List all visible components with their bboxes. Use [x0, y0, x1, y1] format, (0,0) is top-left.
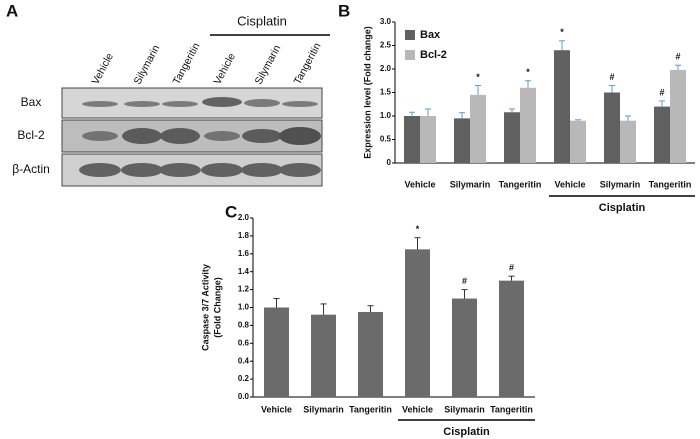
- y-tick-label: 2.0: [238, 213, 250, 222]
- bar: [452, 298, 477, 397]
- legend-swatch: [405, 30, 415, 40]
- x-tick-label: Silymarin: [303, 404, 344, 414]
- y-tick-label: 1.4: [238, 267, 250, 276]
- bar: [311, 314, 336, 397]
- bar: [358, 311, 383, 397]
- bands: [79, 97, 321, 177]
- group-label: Cisplatin: [237, 13, 287, 28]
- y-tick-label: 3.0: [380, 17, 392, 26]
- y-axis-label: (Fold Change): [212, 277, 222, 338]
- annotation: #: [675, 52, 680, 62]
- y-tick-label: 0.4: [238, 356, 250, 365]
- bar: [554, 50, 570, 164]
- panel-label: B: [338, 1, 350, 20]
- group-label: Cisplatin: [599, 202, 646, 214]
- bar: [520, 87, 536, 163]
- annotation: *: [526, 67, 530, 77]
- annotation: #: [609, 72, 614, 82]
- blot-panel: A Cisplatin: [6, 1, 330, 187]
- y-tick-label: 0.2: [238, 374, 250, 383]
- y-tick-label: 2.0: [380, 64, 392, 73]
- annotation: #: [659, 87, 664, 97]
- y-tick-label: 0.8: [238, 321, 250, 330]
- legend-swatch: [405, 50, 415, 60]
- annotation: *: [560, 27, 564, 37]
- bar: [670, 69, 686, 163]
- x-tick-label: Vehicle: [554, 179, 585, 189]
- y-tick-label: 1.0: [380, 111, 392, 120]
- annotation: *: [476, 72, 480, 82]
- legend-label: Bcl-2: [420, 49, 447, 61]
- y-tick-label: 1.8: [238, 231, 250, 240]
- bar: [654, 106, 670, 163]
- y-tick-label: 0: [387, 158, 392, 167]
- lane-label: Vehicle: [90, 51, 117, 87]
- y-tick-label: 1.2: [238, 285, 250, 294]
- bar: [499, 280, 524, 397]
- x-tick-label: Tangeritin: [490, 404, 533, 414]
- group-label: Cisplatin: [443, 426, 490, 438]
- y-axis-label: Caspase 3/7 Activity: [200, 264, 210, 351]
- x-tick-label: Silymarin: [444, 404, 485, 414]
- bar: [420, 116, 436, 163]
- panel-label: C: [225, 202, 237, 221]
- bar: [504, 112, 520, 163]
- x-tick-label: Tangeritin: [649, 179, 692, 189]
- x-tick-label: Vehicle: [402, 404, 433, 414]
- y-tick-label: 1.6: [238, 249, 250, 258]
- y-tick-label: 0.0: [238, 392, 250, 401]
- lane-label: Vehicle: [212, 51, 239, 87]
- row-label: β-Actin: [12, 162, 50, 176]
- bar: [470, 94, 486, 163]
- x-tick-label: Tangeritin: [499, 179, 542, 189]
- row-label: Bcl-2: [17, 128, 45, 142]
- annotation: #: [509, 263, 514, 273]
- y-axis-label: Expression level (Fold change): [362, 26, 372, 159]
- lane-label: Silymarin: [253, 43, 284, 87]
- x-tick-label: Tangeritin: [349, 404, 392, 414]
- x-tick-label: Vehicle: [404, 179, 435, 189]
- bar: [404, 116, 420, 163]
- x-tick-label: Silymarin: [600, 179, 641, 189]
- bar: [264, 307, 289, 397]
- y-tick-label: 0.5: [380, 135, 392, 144]
- y-tick-label: 1.5: [380, 88, 392, 97]
- x-tick-label: Silymarin: [450, 179, 491, 189]
- x-tick-label: Vehicle: [261, 404, 292, 414]
- annotation: *: [416, 224, 420, 234]
- bar: [454, 118, 470, 163]
- bar: [570, 120, 586, 163]
- lane-label: Tangeritin: [292, 41, 324, 87]
- y-tick-label: 1.0: [238, 303, 250, 312]
- y-tick-label: 0.6: [238, 338, 250, 347]
- lane-label: Tangeritin: [171, 41, 203, 87]
- panel-label: A: [6, 1, 18, 20]
- lane-label: Silymarin: [132, 43, 163, 87]
- bar: [620, 120, 636, 163]
- bar: [604, 92, 620, 163]
- annotation: #: [462, 276, 467, 286]
- bar: [405, 249, 430, 397]
- row-label: Bax: [21, 95, 42, 109]
- legend-label: Bax: [420, 29, 441, 41]
- y-tick-label: 2.5: [380, 41, 392, 50]
